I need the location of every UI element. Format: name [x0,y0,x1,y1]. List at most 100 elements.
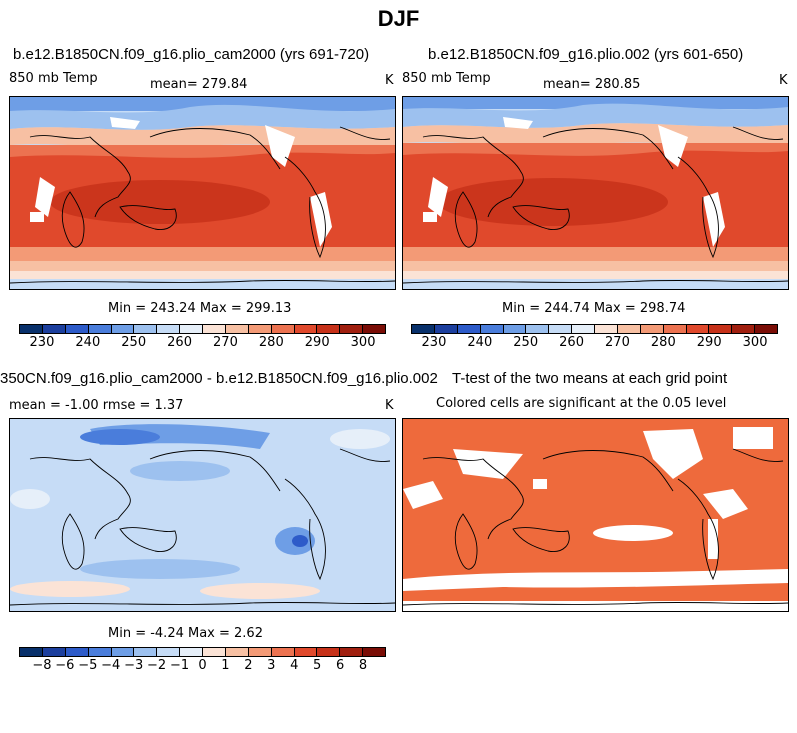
colorbar-tick-label: −4 [101,658,121,673]
colorbar-swatch [503,325,527,333]
panel4-title: T-test of the two means at each grid poi… [452,370,728,387]
panel4-subtitle: Colored cells are significant at the 0.0… [436,396,727,411]
colorbar-swatch [363,325,385,333]
colorbar-tick-label: 6 [335,658,345,673]
colorbar-swatch [294,648,318,656]
colorbar-swatch [271,325,295,333]
colorbar-tick-label: 280 [650,335,676,350]
colorbar-tick-label: 280 [258,335,284,350]
panel1-temperature-field [10,97,395,289]
colorbar-swatch [480,325,504,333]
colorbar-tick-label: 4 [290,658,299,673]
colorbar-tick-label: 2 [244,658,253,673]
panel2-minmax: Min = 244.74 Max = 298.74 [502,301,686,316]
colorbar-swatch [111,325,135,333]
colorbar-tick-label: −8 [32,658,52,673]
panel3-title: 350CN.f09_g16.plio_cam2000 - b.e12.B1850… [0,370,438,387]
colorbar-swatch [248,325,272,333]
colorbar-swatch [363,648,385,656]
colorbar-tick-label: 250 [513,335,539,350]
panel1-minmax: Min = 243.24 Max = 299.13 [108,301,292,316]
panel1-units: K [385,73,394,88]
panel2-colorbar-ticks: 230 240 250 260 270 280 290 300 [411,335,778,351]
panel2-title: b.e12.B1850CN.f09_g16.plio.002 (yrs 601-… [428,46,744,63]
colorbar-swatch [549,325,573,333]
colorbar-swatch [180,325,203,333]
panel3-colorbar-ticks: −8 −6 −5 −4 −3 −2 −1 0 1 2 3 4 5 6 8 [19,658,386,674]
colorbar-swatch [88,648,112,656]
colorbar-swatch [88,325,112,333]
colorbar-swatch [294,325,318,333]
colorbar-swatch [640,325,664,333]
colorbar-swatch [225,648,249,656]
panel1-map [9,96,396,290]
panel3-colorbar [19,647,386,657]
colorbar-swatch [248,648,272,656]
panel1-title: b.e12.B1850CN.f09_g16.plio_cam2000 (yrs … [13,46,370,63]
colorbar-swatch [572,325,595,333]
colorbar-tick-label: −6 [55,658,75,673]
colorbar-swatch [157,325,181,333]
colorbar-swatch [65,325,89,333]
colorbar-swatch [225,325,249,333]
panel3-units: K [385,398,394,413]
colorbar-tick-label: −5 [78,658,98,673]
panel1-colorbar-ticks: 230 240 250 260 270 280 290 300 [19,335,386,351]
colorbar-tick-label: 260 [559,335,584,350]
colorbar-swatch [457,325,481,333]
colorbar-tick-label: 1 [221,658,230,673]
colorbar-tick-label: 240 [75,335,101,350]
panel2-variable-label: 850 mb Temp [402,71,491,86]
colorbar-swatch [65,648,89,656]
panel3-difference-field [10,419,395,611]
panel2-units: K [779,73,788,88]
colorbar-tick-label: 300 [742,335,768,350]
panel1-variable-label: 850 mb Temp [9,71,98,86]
panel2-temperature-field [403,97,788,289]
colorbar-swatch [42,648,66,656]
panel3-stats: mean = -1.00 rmse = 1.37 [9,398,184,413]
panel4-significance-field [403,419,788,611]
panel2-colorbar [411,324,778,334]
colorbar-tick-label: 260 [167,335,192,350]
colorbar-swatch [412,325,435,333]
colorbar-tick-label: 240 [467,335,493,350]
colorbar-tick-label: 8 [358,658,368,673]
colorbar-swatch [20,648,43,656]
colorbar-tick-label: 290 [304,335,330,350]
colorbar-swatch [617,325,641,333]
colorbar-tick-label: 5 [313,658,322,673]
colorbar-tick-label: −1 [169,658,190,673]
colorbar-swatch [755,325,777,333]
panel1-colorbar [19,324,386,334]
colorbar-swatch [134,325,158,333]
panel2-map [402,96,789,290]
colorbar-swatch [595,325,618,333]
colorbar-tick-label: 270 [605,335,630,350]
colorbar-swatch [134,648,158,656]
colorbar-swatch [317,648,341,656]
colorbar-tick-label: 250 [121,335,147,350]
colorbar-swatch [686,325,710,333]
colorbar-swatch [709,325,733,333]
figure-title: DJF [377,6,420,31]
colorbar-swatch [271,648,295,656]
colorbar-swatch [317,325,341,333]
colorbar-swatch [203,325,226,333]
panel3-map [9,418,396,612]
colorbar-tick-label: −3 [124,658,144,673]
colorbar-tick-label: −2 [147,658,167,673]
colorbar-tick-label: 0 [198,658,207,673]
colorbar-swatch [111,648,135,656]
colorbar-tick-label: 3 [267,658,276,673]
colorbar-swatch [340,648,364,656]
colorbar-tick-label: 290 [696,335,722,350]
colorbar-swatch [203,648,226,656]
colorbar-tick-label: 300 [350,335,376,350]
colorbar-swatch [20,325,43,333]
panel2-mean: mean= 280.85 [543,77,641,92]
colorbar-swatch [526,325,550,333]
colorbar-tick-label: 230 [421,335,447,350]
colorbar-swatch [157,648,181,656]
colorbar-tick-label: 230 [29,335,55,350]
